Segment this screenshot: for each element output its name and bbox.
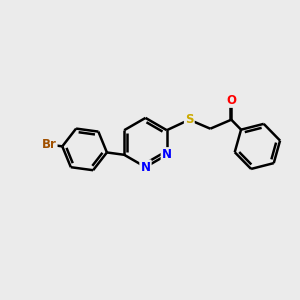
Text: N: N (162, 148, 172, 161)
Text: S: S (185, 113, 194, 126)
Text: O: O (226, 94, 236, 107)
Text: Br: Br (41, 138, 56, 151)
Text: N: N (140, 160, 151, 174)
